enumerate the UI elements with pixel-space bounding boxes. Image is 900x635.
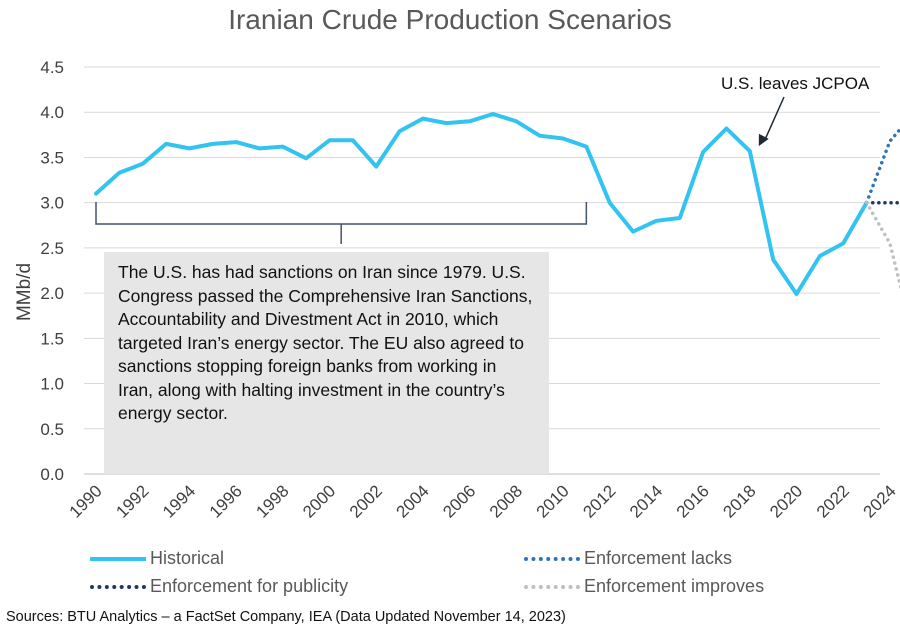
legend-label-enforcement-improves: Enforcement improves [584, 576, 765, 596]
x-tick-label: 1998 [252, 481, 292, 521]
series-enforcement-improves [864, 200, 900, 292]
source-note: Sources: BTU Analytics – a FactSet Compa… [6, 609, 566, 625]
x-tick-label: 2006 [439, 481, 479, 521]
sanctions-annotation-box: The U.S. has had sanctions on Iran since… [104, 252, 549, 474]
legend-label-enforcement-publicity: Enforcement for publicity [150, 576, 349, 596]
legend-item-enforcement-improves: Enforcement improves [524, 576, 764, 597]
y-tick-label: 1.5 [40, 329, 64, 348]
x-tick-label: 2018 [719, 481, 759, 521]
x-tick-label: 2016 [673, 481, 713, 521]
legend-swatch-historical [90, 557, 146, 561]
y-tick-label: 4.5 [40, 58, 64, 77]
y-tick-label: 4.0 [40, 103, 64, 122]
legend-label-enforcement-lacks: Enforcement lacks [584, 548, 733, 568]
legend-swatch-enforcement-improves [524, 585, 580, 589]
x-tick-label: 2012 [579, 481, 619, 521]
legend-swatch-enforcement-lacks [524, 557, 580, 561]
y-tick-label: 3.0 [40, 194, 64, 213]
y-tick-label: 2.5 [40, 239, 64, 258]
x-tick-label: 2014 [626, 481, 666, 521]
x-tick-label: 2004 [393, 481, 433, 521]
sanctions-bracket [95, 202, 588, 225]
annotations: U.S. leaves JCPOA [95, 74, 870, 244]
x-tick-label: 1992 [112, 481, 152, 521]
series-historical [94, 112, 869, 296]
y-tick-label: 3.5 [40, 148, 64, 167]
legend-swatch-enforcement-publicity [90, 585, 146, 589]
chart-title: Iranian Crude Production Scenarios [228, 4, 672, 35]
x-tick-label: 2024 [860, 481, 900, 521]
series-enforcement-lacks [864, 126, 900, 205]
x-tick-label: 2020 [766, 481, 806, 521]
legend-item-enforcement-lacks: Enforcement lacks [524, 548, 732, 569]
x-tick-label: 1990 [66, 481, 106, 521]
y-tick-label: 0.0 [40, 465, 64, 484]
y-axis-label: MMb/d [14, 263, 35, 321]
x-tick-label: 2022 [813, 481, 853, 521]
legend-item-historical: Historical [90, 548, 224, 569]
jcpoa-arrow-line [764, 96, 785, 141]
y-tick-label: 1.0 [40, 375, 64, 394]
legend-label-historical: Historical [150, 548, 225, 568]
series-lines [94, 112, 900, 296]
x-tick-label: 2010 [533, 481, 573, 521]
x-tick-label: 2002 [346, 481, 386, 521]
legend-item-enforcement-publicity: Enforcement for publicity [90, 576, 348, 597]
y-tick-label: 2.0 [40, 284, 64, 303]
x-tick-label: 2008 [486, 481, 526, 521]
y-tick-label: 0.5 [40, 420, 64, 439]
jcpoa-arrow-head [758, 133, 769, 147]
x-tick-label: 1994 [159, 481, 199, 521]
jcpoa-label: U.S. leaves JCPOA [721, 74, 870, 93]
x-tick-label: 2000 [299, 481, 339, 521]
x-tick-label: 1996 [206, 481, 246, 521]
